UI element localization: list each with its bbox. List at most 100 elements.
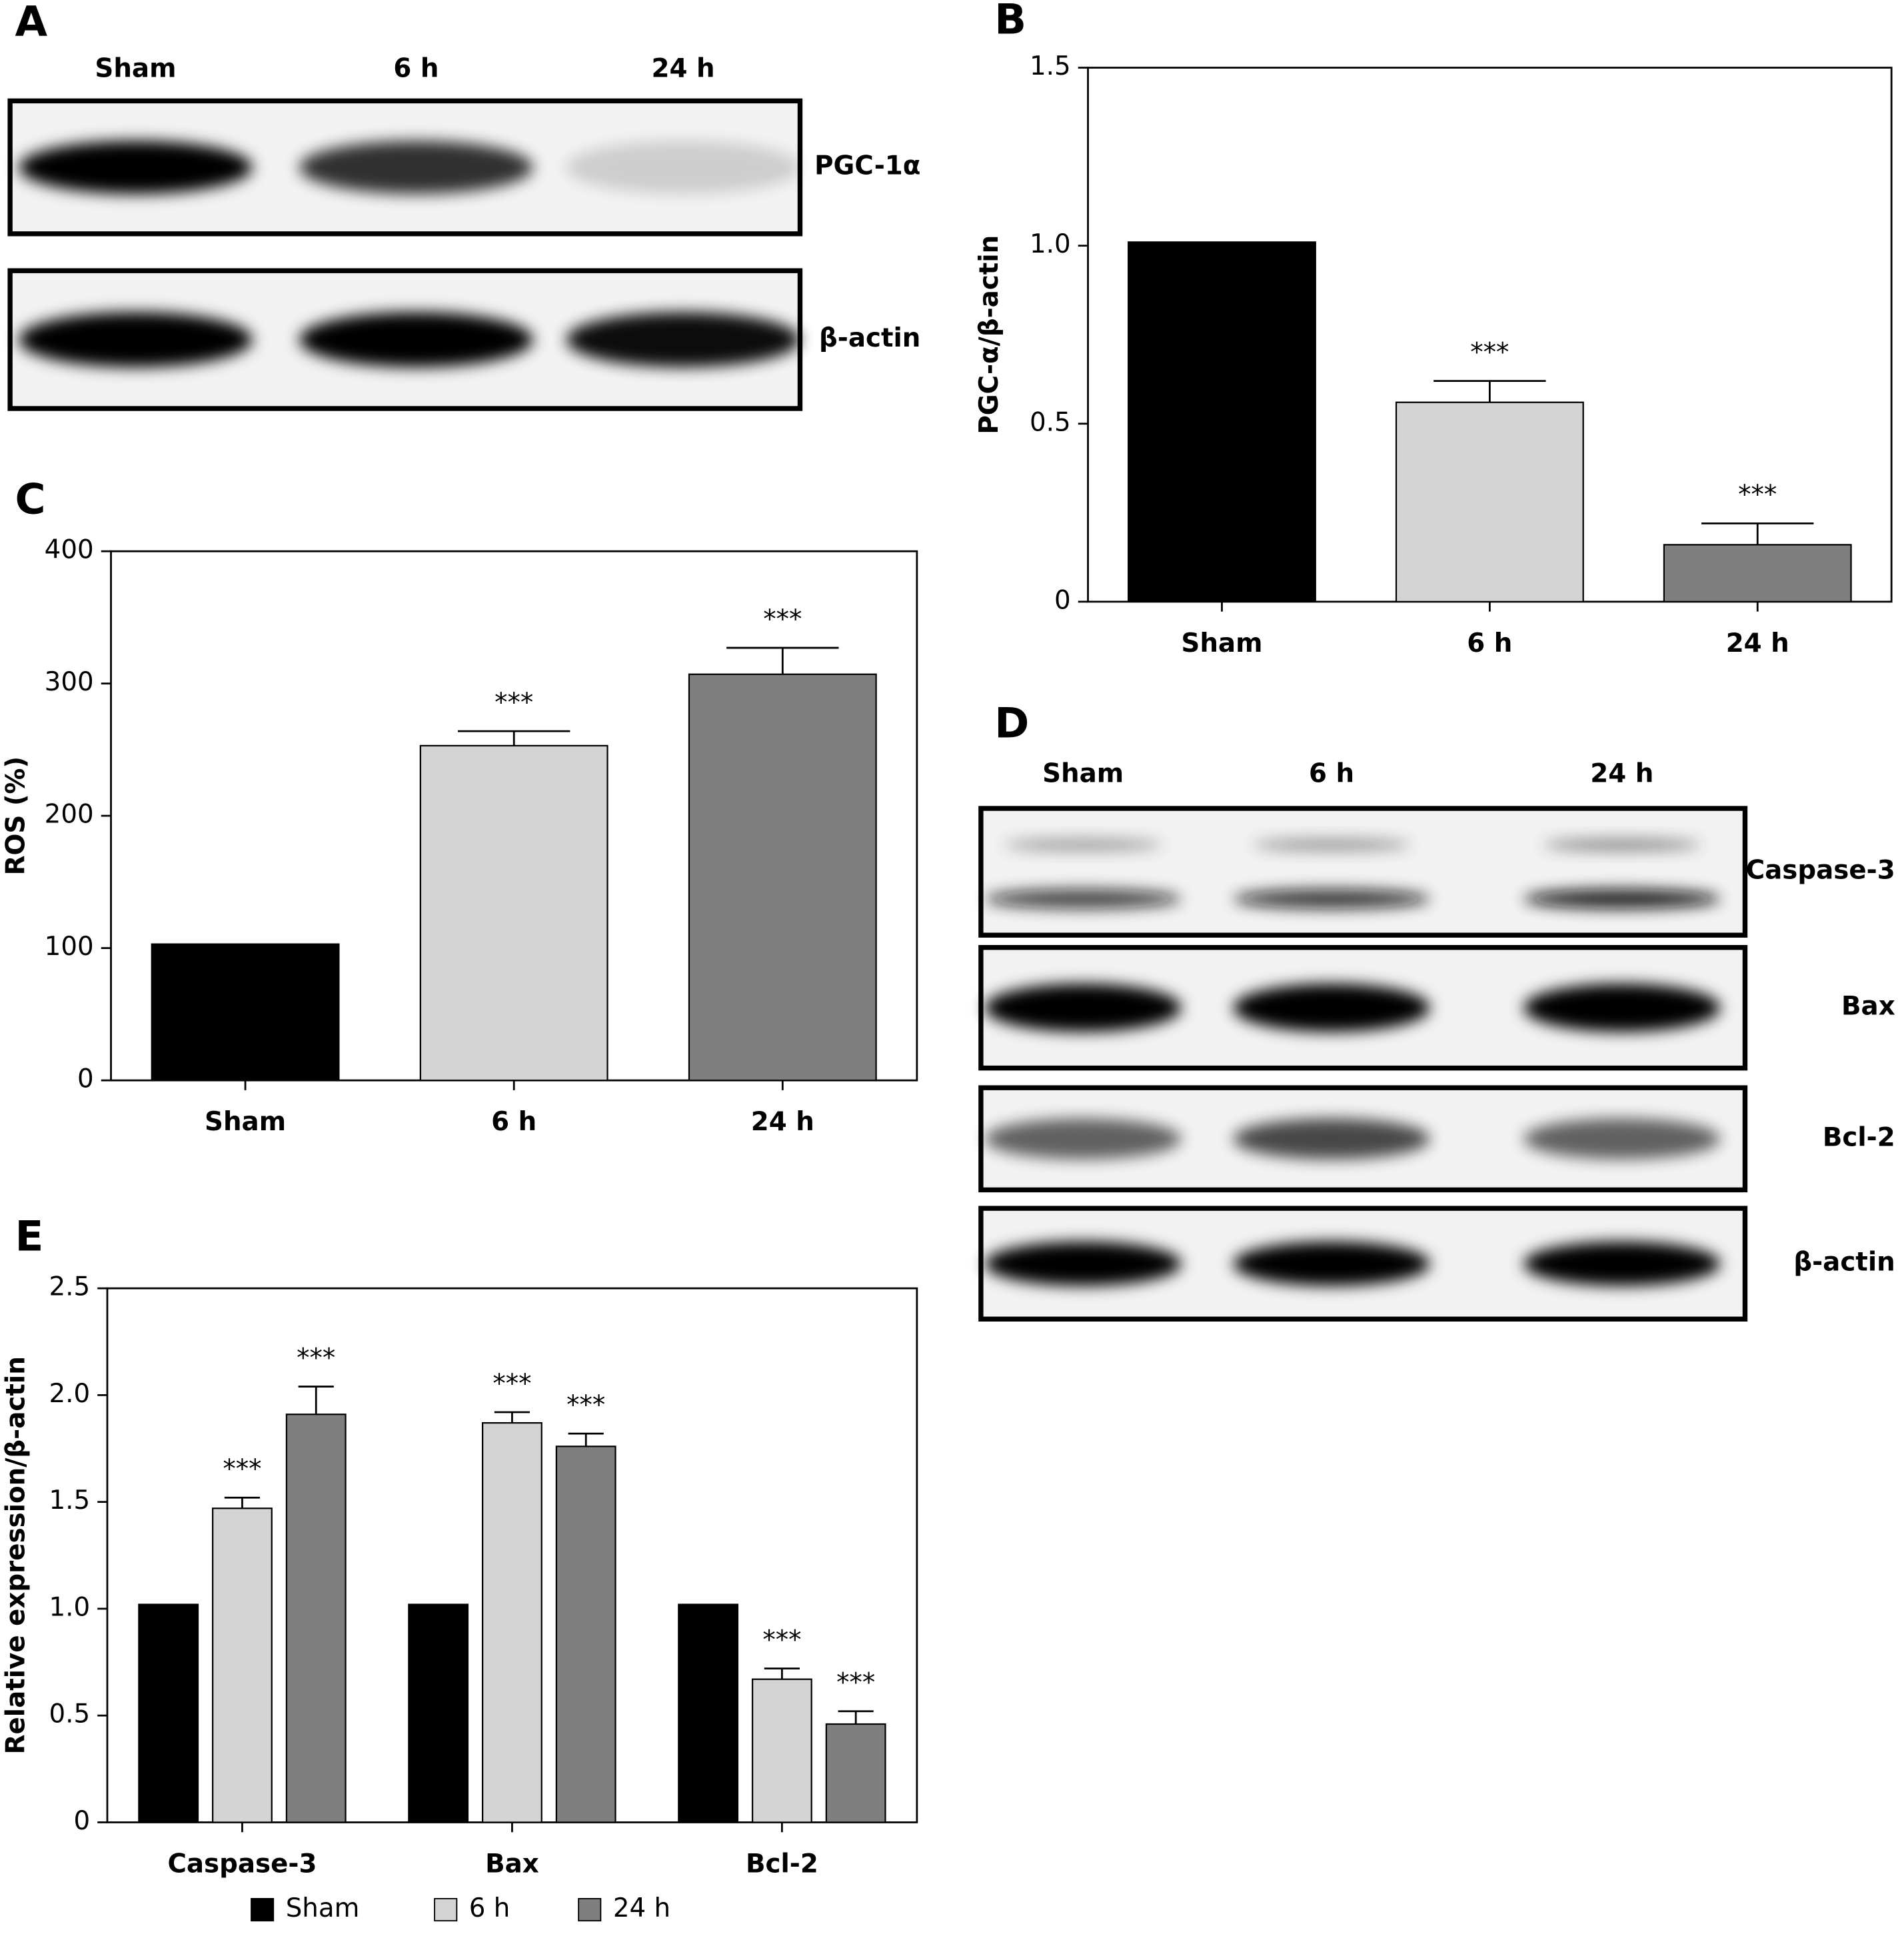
significance-label: *** xyxy=(297,1343,335,1373)
bar xyxy=(751,1678,812,1823)
error-bar xyxy=(458,730,570,746)
y-tick-label: 0.5 xyxy=(49,1699,90,1729)
band-label: β-actin xyxy=(819,323,920,353)
error-bar xyxy=(1701,522,1814,545)
blot-band xyxy=(1233,1118,1430,1160)
y-tick-label: 200 xyxy=(45,800,94,830)
y-tick-label: 1.0 xyxy=(49,1592,90,1622)
error-bar xyxy=(726,646,839,674)
blot-band xyxy=(566,141,800,194)
blot-band xyxy=(984,1241,1182,1286)
x-tick-label: Caspase-3 xyxy=(167,1849,317,1879)
legend-swatch xyxy=(578,1897,602,1922)
blot-band xyxy=(984,983,1182,1032)
bar xyxy=(825,1723,886,1823)
x-tick-label: Bcl-2 xyxy=(746,1849,818,1879)
band-label: PGC-1α xyxy=(814,151,920,181)
significance-label: *** xyxy=(566,1390,605,1420)
bar xyxy=(678,1603,739,1823)
significance-label: *** xyxy=(223,1454,261,1484)
y-tick-label: 300 xyxy=(45,667,94,697)
lane-label: 6 h xyxy=(1309,759,1354,789)
bar xyxy=(1663,544,1852,602)
lane-label: 24 h xyxy=(1590,759,1653,789)
blot-strip xyxy=(978,944,1748,1071)
legend-label: 6 h xyxy=(469,1893,510,1923)
panel-label: A xyxy=(15,0,48,46)
blot-strip xyxy=(978,1206,1748,1322)
x-tick-label: 6 h xyxy=(491,1107,536,1137)
blot-band xyxy=(1523,1241,1721,1286)
bar xyxy=(1128,241,1316,602)
lane-label: Sham xyxy=(95,54,176,84)
legend-swatch xyxy=(434,1897,458,1922)
blot-band xyxy=(1233,888,1430,909)
bar xyxy=(138,1603,199,1823)
bar xyxy=(688,673,877,1082)
blot-band xyxy=(299,141,533,194)
y-tick-label: 0 xyxy=(73,1806,90,1836)
y-tick-label: 400 xyxy=(45,535,94,565)
blot-strip xyxy=(978,806,1748,938)
blot-band xyxy=(1252,838,1411,851)
blot-background xyxy=(978,806,1748,938)
y-tick-label: 1.5 xyxy=(49,1485,90,1515)
x-tick-label: Sham xyxy=(1181,628,1262,658)
panel-label: B xyxy=(994,0,1026,43)
y-tick-label: 0 xyxy=(1054,585,1071,615)
lane-label: Sham xyxy=(1042,759,1124,789)
blot-band xyxy=(984,888,1182,909)
y-tick-label: 2.5 xyxy=(49,1272,90,1302)
band-label: Bax xyxy=(1841,992,1895,1022)
blot-band xyxy=(1523,1118,1721,1160)
significance-label: *** xyxy=(836,1668,875,1698)
y-tick-label: 2.0 xyxy=(49,1379,90,1409)
blot-strip xyxy=(7,268,803,411)
bar xyxy=(482,1422,542,1823)
bar xyxy=(419,744,608,1082)
significance-label: *** xyxy=(494,688,533,718)
blot-band xyxy=(19,141,253,194)
y-tick-label: 1.0 xyxy=(1030,229,1071,259)
band-label: Caspase-3 xyxy=(1746,856,1895,886)
x-tick-label: 24 h xyxy=(1726,628,1789,658)
error-bar xyxy=(838,1710,874,1725)
x-tick-label: 24 h xyxy=(751,1107,814,1137)
panel-label: C xyxy=(15,475,46,523)
blot-band xyxy=(1523,888,1721,909)
x-tick-label: Sham xyxy=(205,1107,286,1137)
blot-strip xyxy=(7,98,803,237)
y-axis-label: PGC-α/β-actin xyxy=(974,235,1004,435)
bar xyxy=(555,1446,616,1823)
significance-label: *** xyxy=(492,1369,531,1399)
error-bar xyxy=(494,1411,530,1424)
y-axis-label: Relative expression/β-actin xyxy=(1,1356,31,1754)
error-bar xyxy=(568,1432,604,1447)
y-axis-label: ROS (%) xyxy=(1,756,31,876)
blot-band xyxy=(1543,838,1701,851)
blot-strip xyxy=(978,1085,1748,1193)
bar xyxy=(212,1507,273,1823)
error-bar xyxy=(764,1667,800,1679)
blot-band xyxy=(1523,983,1721,1032)
x-tick-label: 6 h xyxy=(1467,628,1512,658)
significance-label: *** xyxy=(1470,338,1509,368)
blot-band xyxy=(19,312,253,367)
x-tick-label: Bax xyxy=(485,1849,539,1879)
error-bar xyxy=(224,1496,261,1509)
bar xyxy=(151,943,340,1082)
blot-band xyxy=(299,312,533,367)
bar xyxy=(1395,401,1584,602)
significance-label: *** xyxy=(1738,480,1777,510)
legend-label: 24 h xyxy=(613,1893,670,1923)
blot-band xyxy=(1233,1241,1430,1286)
error-bar xyxy=(298,1386,334,1415)
y-tick-label: 1.5 xyxy=(1030,51,1071,81)
error-bar xyxy=(1433,380,1546,403)
y-tick-label: 0 xyxy=(77,1064,94,1094)
legend-label: Sham xyxy=(286,1893,360,1923)
blot-band xyxy=(1233,983,1430,1032)
significance-label: *** xyxy=(763,604,802,634)
